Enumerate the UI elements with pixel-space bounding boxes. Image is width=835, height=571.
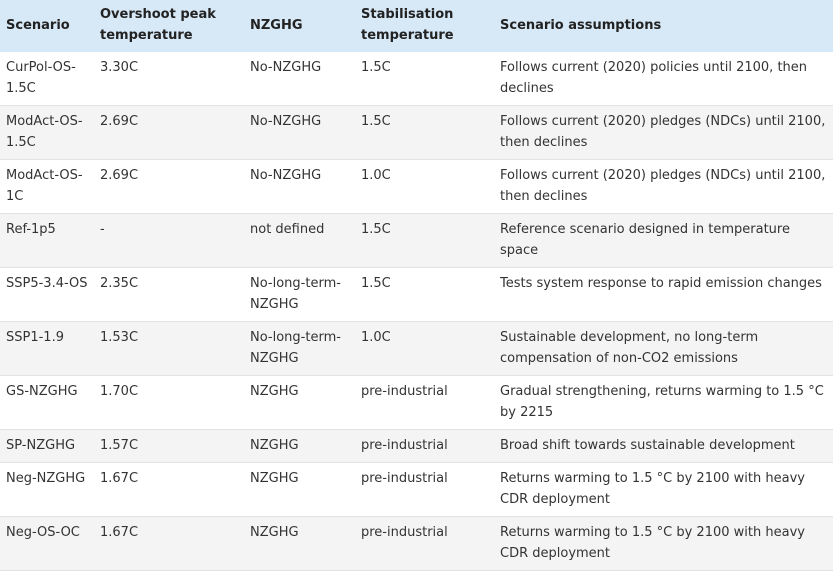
- cell-nzghg: NZGHG: [244, 462, 355, 517]
- cell-assumptions: Gradual strengthening, returns warming t…: [494, 375, 833, 430]
- cell-scenario: SSP5-3.4-OS: [0, 267, 94, 322]
- cell-scenario: Ref-1p5: [0, 213, 94, 268]
- cell-nzghg: No-NZGHG: [244, 105, 355, 160]
- cell-assumptions: Returns warming to 1.5 °C by 2100 with h…: [494, 516, 833, 571]
- cell-assumptions: Reference scenario designed in temperatu…: [494, 213, 833, 268]
- cell-overshoot: 2.35C: [94, 267, 244, 322]
- cell-scenario: ModAct-OS-1.5C: [0, 105, 94, 160]
- table-row: Ref-1p5 - not defined 1.5C Reference sce…: [0, 213, 833, 268]
- table-header-row: Scenario Overshoot peak temperature NZGH…: [0, 0, 833, 52]
- cell-overshoot: 3.30C: [94, 52, 244, 106]
- header-stabilisation-temperature: Stabilisation temperature: [355, 0, 494, 52]
- cell-overshoot: 2.69C: [94, 159, 244, 214]
- cell-assumptions: Returns warming to 1.5 °C by 2100 with h…: [494, 462, 833, 517]
- cell-stabilisation: 1.0C: [355, 321, 494, 376]
- table-row: SP-NZGHG 1.57C NZGHG pre-industrial Broa…: [0, 429, 833, 463]
- cell-nzghg: No-NZGHG: [244, 52, 355, 106]
- cell-stabilisation: 1.5C: [355, 105, 494, 160]
- cell-overshoot: 1.53C: [94, 321, 244, 376]
- cell-scenario: ModAct-OS-1C: [0, 159, 94, 214]
- cell-stabilisation: pre-industrial: [355, 429, 494, 463]
- cell-assumptions: Sustainable development, no long-term co…: [494, 321, 833, 376]
- cell-stabilisation: 1.5C: [355, 213, 494, 268]
- table-row: SSP5-3.4-OS 2.35C No-long-term-NZGHG 1.5…: [0, 267, 833, 322]
- cell-scenario: CurPol-OS-1.5C: [0, 52, 94, 106]
- table-row: ModAct-OS-1.5C 2.69C No-NZGHG 1.5C Follo…: [0, 105, 833, 160]
- cell-assumptions: Follows current (2020) pledges (NDCs) un…: [494, 159, 833, 214]
- table-row: Neg-NZGHG 1.67C NZGHG pre-industrial Ret…: [0, 462, 833, 517]
- cell-scenario: SSP1-1.9: [0, 321, 94, 376]
- table-row: GS-NZGHG 1.70C NZGHG pre-industrial Grad…: [0, 375, 833, 430]
- header-overshoot-peak-temperature: Overshoot peak temperature: [94, 0, 244, 52]
- cell-stabilisation: pre-industrial: [355, 375, 494, 430]
- cell-nzghg: No-NZGHG: [244, 159, 355, 214]
- cell-assumptions: Broad shift towards sustainable developm…: [494, 429, 833, 463]
- cell-stabilisation: 1.5C: [355, 267, 494, 322]
- cell-overshoot: 1.67C: [94, 516, 244, 571]
- cell-stabilisation: 1.0C: [355, 159, 494, 214]
- cell-assumptions: Follows current (2020) policies until 21…: [494, 52, 833, 106]
- cell-nzghg: No-long-term-NZGHG: [244, 267, 355, 322]
- header-scenario: Scenario: [0, 0, 94, 52]
- cell-assumptions: Follows current (2020) pledges (NDCs) un…: [494, 105, 833, 160]
- cell-scenario: Neg-NZGHG: [0, 462, 94, 517]
- cell-nzghg: NZGHG: [244, 375, 355, 430]
- cell-overshoot: 2.69C: [94, 105, 244, 160]
- cell-stabilisation: pre-industrial: [355, 462, 494, 517]
- cell-overshoot: 1.67C: [94, 462, 244, 517]
- cell-nzghg: NZGHG: [244, 516, 355, 571]
- cell-scenario: Neg-OS-OC: [0, 516, 94, 571]
- cell-overshoot: 1.57C: [94, 429, 244, 463]
- cell-overshoot: -: [94, 213, 244, 268]
- table-row: ModAct-OS-1C 2.69C No-NZGHG 1.0C Follows…: [0, 159, 833, 214]
- cell-nzghg: No-long-term-NZGHG: [244, 321, 355, 376]
- cell-stabilisation: pre-industrial: [355, 516, 494, 571]
- cell-assumptions: Tests system response to rapid emission …: [494, 267, 833, 322]
- header-scenario-assumptions: Scenario assumptions: [494, 0, 833, 52]
- cell-overshoot: 1.70C: [94, 375, 244, 430]
- cell-nzghg: not defined: [244, 213, 355, 268]
- table-row: Neg-OS-OC 1.67C NZGHG pre-industrial Ret…: [0, 516, 833, 571]
- cell-nzghg: NZGHG: [244, 429, 355, 463]
- cell-stabilisation: 1.5C: [355, 52, 494, 106]
- header-nzghg: NZGHG: [244, 0, 355, 52]
- cell-scenario: SP-NZGHG: [0, 429, 94, 463]
- cell-scenario: GS-NZGHG: [0, 375, 94, 430]
- table-row: SSP1-1.9 1.53C No-long-term-NZGHG 1.0C S…: [0, 321, 833, 376]
- table-row: CurPol-OS-1.5C 3.30C No-NZGHG 1.5C Follo…: [0, 52, 833, 106]
